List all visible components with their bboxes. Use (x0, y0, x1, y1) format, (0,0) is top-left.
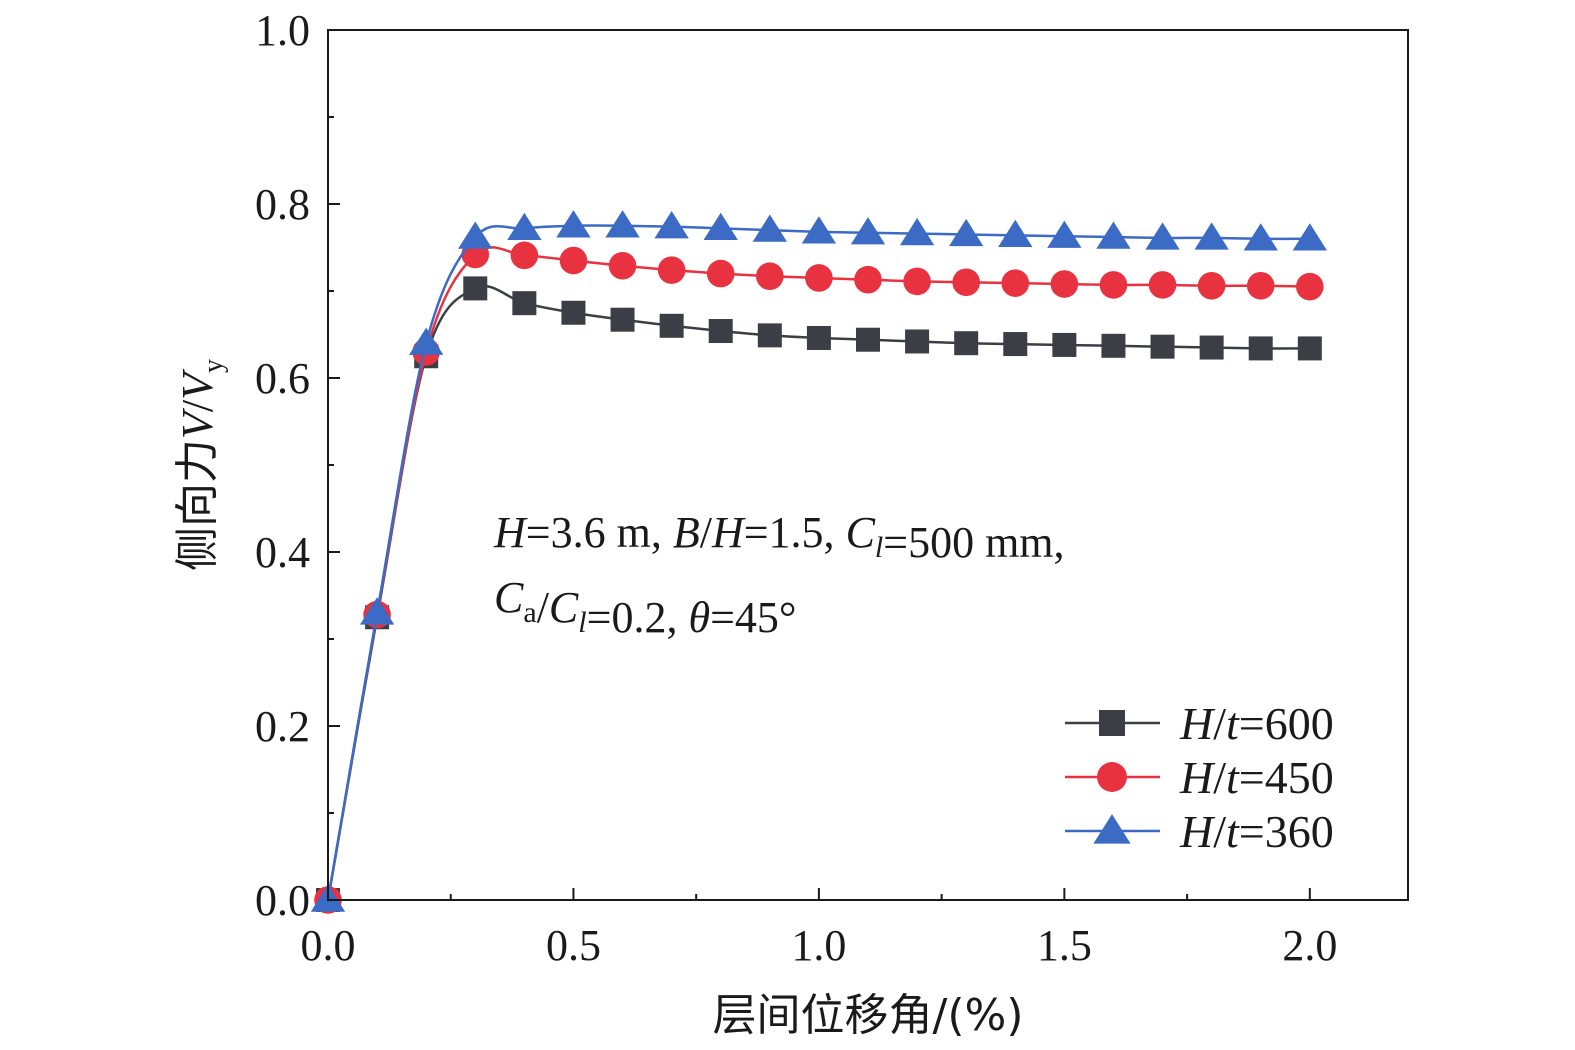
svg-text:侧向力V/Vy: 侧向力V/Vy (172, 359, 229, 571)
series-layer (310, 210, 1327, 914)
data-point-square (856, 327, 880, 352)
data-point-square (757, 323, 782, 348)
data-point-triangle (409, 327, 444, 355)
y-axis-title-var1: V (173, 407, 222, 439)
data-point-circle (854, 265, 882, 294)
data-point-circle (756, 262, 784, 291)
data-point-circle (608, 251, 637, 280)
y-axis-title-sub: y (198, 359, 229, 373)
data-point-triangle (703, 212, 738, 241)
legend-item: H/t=450 (1065, 752, 1334, 803)
data-point-square (1101, 333, 1126, 358)
data-point-circle (1001, 269, 1030, 297)
series-square (316, 276, 1322, 912)
y-tick-label: 1.0 (255, 6, 310, 55)
data-point-triangle (1093, 814, 1131, 844)
data-point-circle (1097, 762, 1127, 792)
x-tick-label: 0.0 (301, 921, 356, 970)
data-point-triangle (752, 214, 787, 242)
data-point-circle (1099, 271, 1128, 299)
data-point-square (463, 276, 488, 301)
y-axis-title-var2: V (173, 368, 222, 400)
legend-item: H/t=600 (1065, 698, 1334, 749)
data-point-triangle (1096, 221, 1131, 249)
data-point-square (708, 319, 733, 344)
data-point-triangle (507, 212, 542, 241)
x-tick-label: 0.5 (546, 921, 601, 970)
data-point-triangle (850, 217, 886, 245)
data-point-square (610, 307, 635, 332)
data-point-circle (952, 268, 980, 297)
y-axis-title-prefix: 侧向力 (172, 439, 223, 571)
data-point-triangle (1292, 223, 1327, 251)
data-point-circle (559, 246, 588, 275)
axes-ticks (327, 29, 1311, 901)
data-point-circle (1296, 272, 1324, 301)
tick-labels: 0.0 0.5 1.0 1.5 2.0 0.0 0.2 0.4 0.6 0.8 1.0 (255, 6, 1337, 970)
data-point-circle (1050, 270, 1079, 298)
series-line (326, 285, 1310, 901)
data-point-square (905, 329, 930, 354)
annotation-line-2: Ca/Cl=0.2, θ=45° (494, 573, 797, 642)
data-point-square (1150, 334, 1175, 359)
data-point-square (1052, 332, 1077, 357)
data-point-triangle (1145, 222, 1180, 250)
data-point-triangle (359, 597, 395, 625)
x-tick-label: 1.0 (791, 921, 846, 970)
data-point-triangle (654, 211, 689, 239)
annotation-line-1: H=3.6 m, B/H=1.5, Cl=500 mm, (493, 508, 1065, 567)
series-triangle (310, 210, 1327, 912)
y-tick-label: 0.2 (255, 702, 310, 751)
y-axis-title: 侧向力V/Vy (172, 359, 229, 571)
data-point-triangle (1194, 222, 1229, 250)
legend-label: H/t=600 (1179, 698, 1334, 749)
data-point-circle (903, 267, 931, 296)
data-point-square (954, 331, 979, 356)
data-point-circle (1246, 271, 1275, 300)
y-tick-label: 0.6 (255, 354, 310, 403)
data-point-circle (1197, 271, 1226, 300)
data-point-square (1003, 332, 1028, 357)
data-point-square (1199, 335, 1224, 360)
data-point-square (512, 291, 537, 316)
data-point-square (1248, 336, 1273, 361)
legend-label: H/t=360 (1179, 806, 1334, 857)
data-point-triangle (1243, 223, 1278, 251)
data-point-triangle (998, 219, 1033, 248)
data-point-triangle (1047, 220, 1082, 248)
y-tick-label: 0.4 (255, 528, 310, 577)
data-point-triangle (458, 221, 493, 249)
data-point-circle (657, 256, 686, 284)
data-point-square (659, 313, 684, 338)
data-point-triangle (801, 216, 837, 244)
data-point-circle (706, 259, 735, 288)
x-axis-title: 层间位移角/(%) (713, 990, 1024, 1041)
data-point-square (1099, 710, 1125, 736)
y-tick-label: 0.8 (255, 180, 310, 229)
data-point-circle (805, 264, 833, 292)
data-point-triangle (556, 210, 591, 238)
data-point-square (1297, 336, 1322, 361)
data-point-square (561, 300, 586, 325)
legend-item: H/t=360 (1065, 806, 1334, 857)
data-point-triangle (605, 210, 640, 238)
data-point-triangle (949, 218, 984, 247)
y-axis-title-sep: / (173, 399, 222, 412)
legend-label: H/t=450 (1179, 752, 1334, 803)
data-point-circle (1148, 271, 1177, 299)
data-point-triangle (899, 217, 935, 246)
y-tick-label: 0.0 (255, 876, 310, 925)
data-point-circle (510, 241, 539, 270)
data-point-square (806, 325, 831, 350)
x-tick-label: 2.0 (1282, 921, 1337, 970)
x-tick-label: 1.5 (1037, 921, 1092, 970)
